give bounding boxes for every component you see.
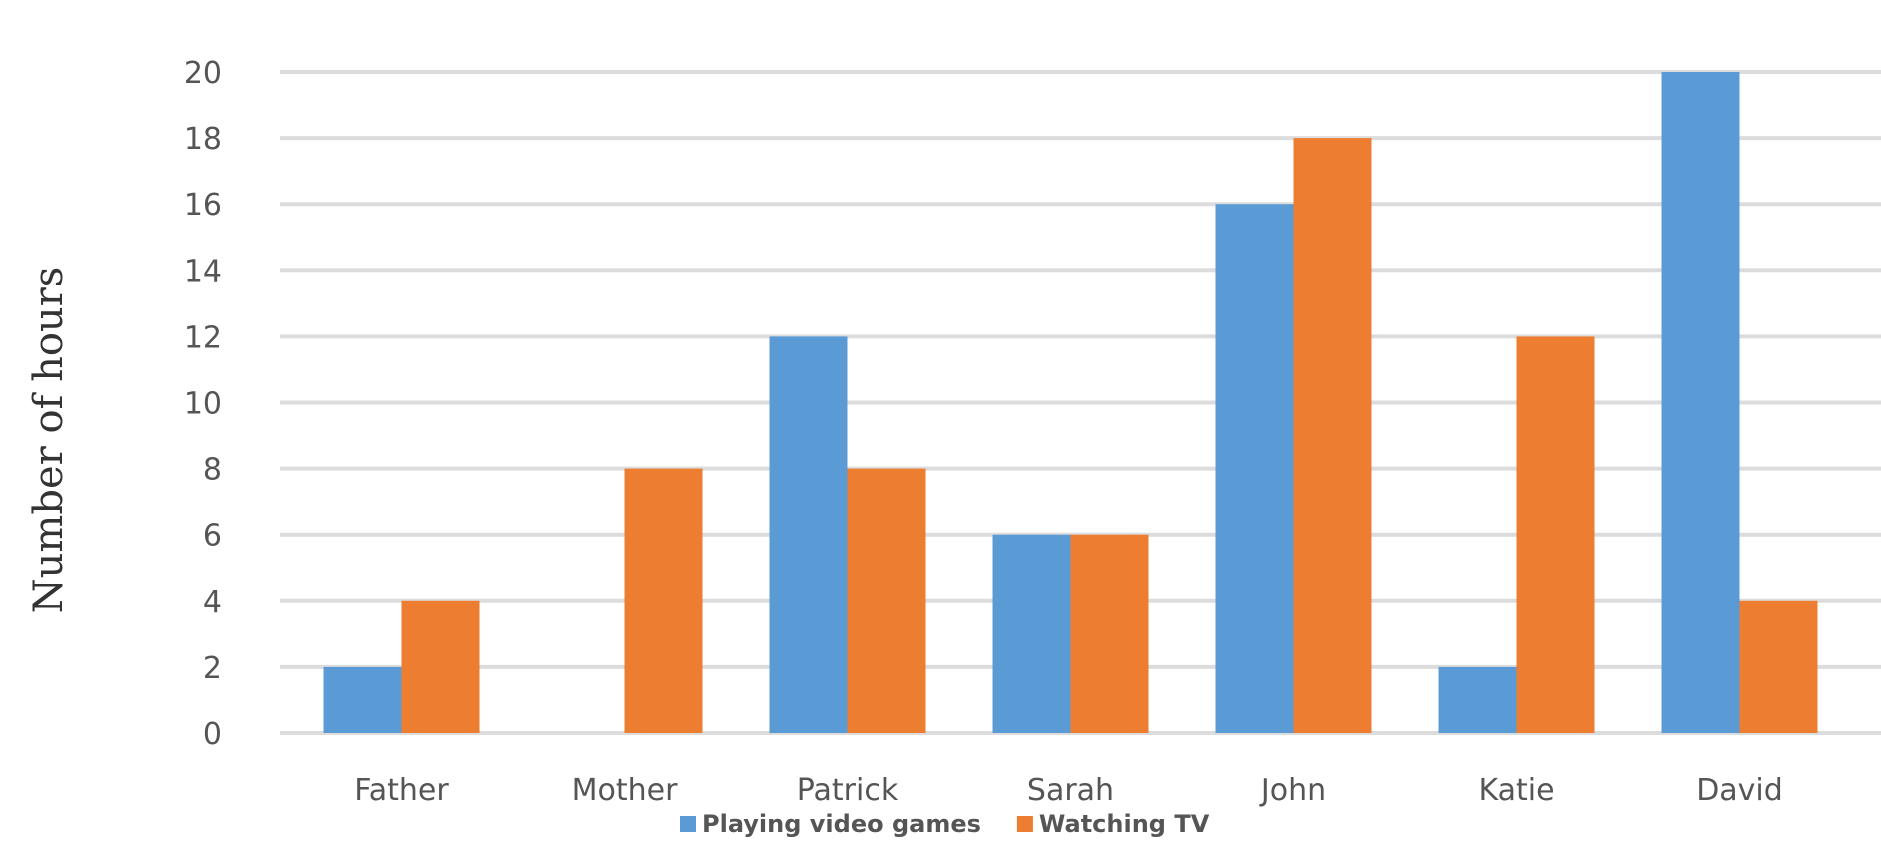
legend: Playing video games Watching TV bbox=[680, 810, 1210, 838]
bar-father-tv bbox=[401, 600, 480, 733]
bar-katie-video-games bbox=[1438, 666, 1517, 733]
bars bbox=[323, 72, 1818, 734]
legend-swatch-video-games bbox=[680, 816, 696, 832]
bar-patrick-video-games bbox=[769, 336, 848, 733]
bar-father-video-games bbox=[323, 666, 402, 733]
bar-sarah-tv bbox=[1070, 534, 1149, 733]
x-tick-label-patrick: Patrick bbox=[797, 773, 899, 808]
y-axis-ticks: 0 2 4 6 8 10 12 14 16 18 20 bbox=[184, 56, 222, 752]
bar-john-video-games bbox=[1215, 204, 1294, 733]
legend-swatch-tv bbox=[1016, 816, 1033, 832]
y-tick-label-10: 10 bbox=[184, 387, 222, 422]
bar-david-video-games bbox=[1661, 72, 1740, 733]
y-tick-label-16: 16 bbox=[184, 188, 222, 223]
y-tick-label-6: 6 bbox=[203, 519, 222, 554]
y-tick-label-12: 12 bbox=[184, 320, 222, 355]
y-axis-label: Number of hours bbox=[26, 267, 72, 614]
x-tick-label-katie: Katie bbox=[1478, 773, 1554, 808]
bar-mother-tv bbox=[624, 468, 703, 733]
bar-john-tv bbox=[1293, 138, 1372, 734]
bar-patrick-tv bbox=[847, 468, 926, 733]
y-tick-label-8: 8 bbox=[203, 453, 222, 488]
x-tick-label-father: Father bbox=[354, 773, 449, 808]
bar-david-tv bbox=[1739, 600, 1818, 733]
bar-katie-tv bbox=[1516, 336, 1595, 733]
gridlines bbox=[280, 70, 1881, 735]
y-tick-label-2: 2 bbox=[203, 651, 222, 686]
y-tick-label-4: 4 bbox=[203, 585, 222, 620]
bar-sarah-video-games bbox=[992, 534, 1071, 733]
x-tick-label-mother: Mother bbox=[572, 773, 678, 808]
x-tick-label-david: David bbox=[1696, 773, 1783, 808]
x-axis-categories: Father Mother Patrick Sarah John Katie David bbox=[354, 773, 1783, 808]
legend-label-tv: Watching TV bbox=[1039, 810, 1210, 838]
y-tick-label-0: 0 bbox=[203, 717, 222, 752]
x-tick-label-john: John bbox=[1259, 773, 1326, 808]
x-tick-label-sarah: Sarah bbox=[1027, 773, 1114, 808]
legend-label-video-games: Playing video games bbox=[702, 810, 981, 838]
y-tick-label-18: 18 bbox=[184, 122, 222, 157]
y-tick-label-20: 20 bbox=[184, 56, 222, 91]
y-tick-label-14: 14 bbox=[184, 254, 222, 289]
